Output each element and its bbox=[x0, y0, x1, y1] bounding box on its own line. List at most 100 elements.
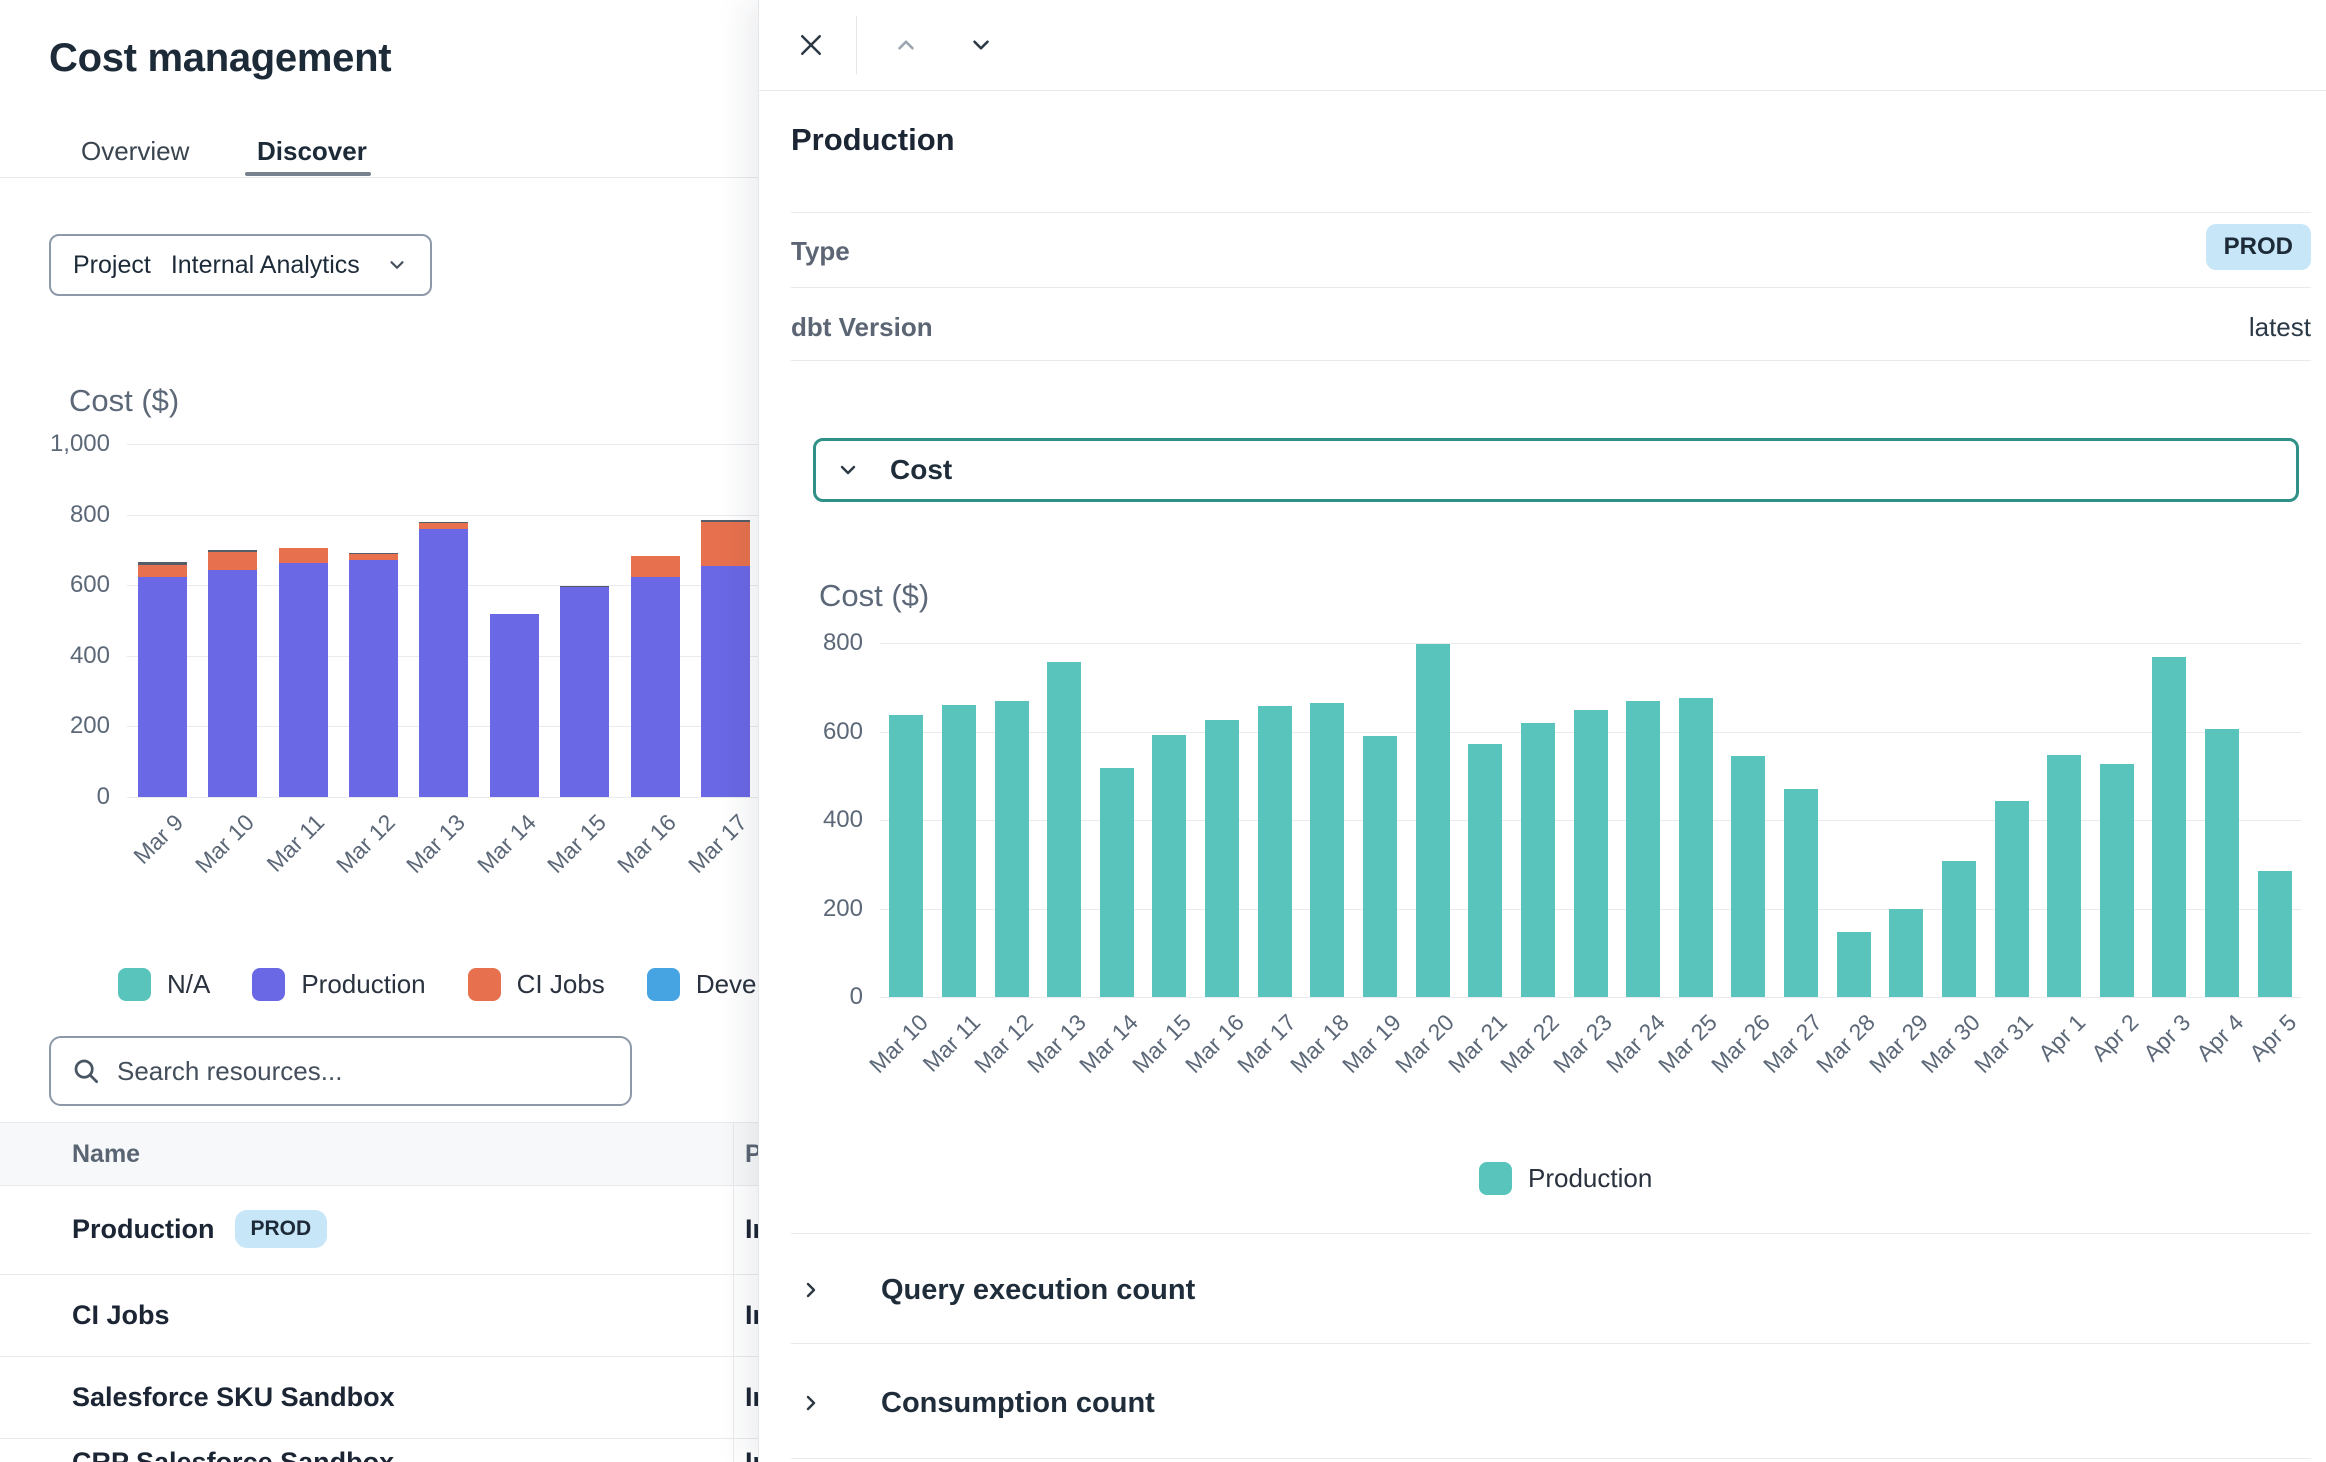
bar-production[interactable] bbox=[1099, 767, 1134, 997]
bar-other[interactable] bbox=[700, 519, 750, 522]
row-name: Production bbox=[72, 1213, 215, 1244]
bar-production[interactable] bbox=[1468, 743, 1503, 997]
bar-production[interactable] bbox=[1047, 661, 1082, 997]
bar-production[interactable] bbox=[1257, 706, 1292, 997]
consumption-count-toggle[interactable]: Consumption count bbox=[799, 1375, 1155, 1431]
bar-production[interactable] bbox=[941, 704, 976, 997]
bar-production[interactable] bbox=[419, 529, 469, 797]
dbt-version-field-label: dbt Version bbox=[791, 312, 933, 342]
bar-production[interactable] bbox=[278, 563, 328, 797]
project-filter-dropdown[interactable]: Project Internal Analytics bbox=[49, 234, 432, 296]
bar-production[interactable] bbox=[1310, 703, 1345, 997]
bar-production[interactable] bbox=[208, 570, 258, 797]
bar-production[interactable] bbox=[1415, 644, 1450, 997]
environment-detail-drawer: Production Type PROD dbt Version latest … bbox=[758, 0, 2326, 1462]
bar-production[interactable] bbox=[1626, 700, 1661, 997]
gridline bbox=[880, 997, 2301, 998]
bar-production[interactable] bbox=[1994, 801, 2029, 997]
bar-production[interactable] bbox=[1889, 909, 1924, 997]
bar-ci-jobs[interactable] bbox=[278, 548, 328, 564]
search-resources-input[interactable]: Search resources... bbox=[49, 1036, 632, 1106]
bar-ci-jobs[interactable] bbox=[700, 521, 750, 566]
chart-title: Cost ($) bbox=[819, 578, 930, 613]
y-axis-tick-label: 0 bbox=[96, 783, 110, 810]
production-chart-legend: Production bbox=[1479, 1162, 1694, 1195]
bar-production[interactable] bbox=[137, 577, 187, 797]
legend-item: CI Jobs bbox=[467, 968, 605, 1001]
close-button[interactable] bbox=[789, 23, 833, 67]
bar-other[interactable] bbox=[560, 585, 610, 588]
y-axis-tick-label: 200 bbox=[822, 894, 863, 922]
x-axis-tick-label: Apr 4 bbox=[2191, 1009, 2249, 1067]
bar-production[interactable] bbox=[1520, 723, 1555, 997]
bar-ci-jobs[interactable] bbox=[419, 523, 469, 530]
x-axis-tick-label: Mar 18 bbox=[1284, 1009, 1354, 1079]
legend-label: Production bbox=[301, 969, 426, 999]
bar-production[interactable] bbox=[1784, 789, 1819, 997]
cost-section-toggle[interactable]: Cost bbox=[813, 438, 2299, 502]
bar-production[interactable] bbox=[2257, 870, 2292, 997]
table-row[interactable]: CI Jobs In bbox=[0, 1275, 769, 1357]
chart-title: Cost ($) bbox=[69, 383, 180, 418]
bar-production[interactable] bbox=[630, 576, 680, 797]
bar-production[interactable] bbox=[1152, 734, 1187, 997]
bar-production[interactable] bbox=[2152, 656, 2187, 997]
bar-ci-jobs[interactable] bbox=[630, 555, 680, 577]
table-row[interactable]: Salesforce SKU Sandbox In bbox=[0, 1357, 769, 1439]
x-axis-tick-label: Mar 15 bbox=[1126, 1009, 1196, 1079]
bar-production[interactable] bbox=[348, 560, 398, 797]
x-axis-tick-label: Mar 27 bbox=[1758, 1009, 1828, 1079]
chevron-down-icon bbox=[836, 458, 860, 482]
bar-production[interactable] bbox=[489, 614, 539, 797]
table-header-row: Name P bbox=[0, 1122, 762, 1186]
y-axis-tick-label: 400 bbox=[69, 641, 110, 669]
query-execution-count-toggle[interactable]: Query execution count bbox=[799, 1262, 1195, 1318]
bar-other[interactable] bbox=[208, 549, 258, 552]
bar-production[interactable] bbox=[1941, 861, 1976, 997]
bar-production[interactable] bbox=[2205, 728, 2240, 997]
divider bbox=[791, 360, 2311, 361]
divider bbox=[791, 1233, 2311, 1234]
bar-other[interactable] bbox=[137, 562, 187, 566]
x-axis-tick-label: Mar 26 bbox=[1705, 1009, 1775, 1079]
bar-production[interactable] bbox=[994, 701, 1029, 997]
bar-production[interactable] bbox=[889, 714, 924, 997]
bar-production[interactable] bbox=[1573, 710, 1608, 997]
bar-production[interactable] bbox=[1205, 719, 1240, 997]
x-axis-tick-label: Mar 17 bbox=[682, 809, 752, 879]
bar-other[interactable] bbox=[419, 522, 469, 524]
bar-production[interactable] bbox=[2099, 763, 2134, 997]
tab-discover[interactable]: Discover bbox=[257, 136, 367, 166]
bar-production[interactable] bbox=[560, 587, 610, 797]
table-row[interactable]: CRP Salesforce Sandbox In bbox=[0, 1439, 769, 1462]
bar-ci-jobs[interactable] bbox=[137, 565, 187, 578]
table-row[interactable]: Production PROD In bbox=[0, 1184, 769, 1275]
bar-ci-jobs[interactable] bbox=[208, 551, 258, 570]
x-axis-tick-label: Mar 9 bbox=[128, 809, 189, 869]
legend-item: Production bbox=[1479, 1162, 1652, 1195]
x-axis-tick-label: Mar 16 bbox=[1179, 1009, 1249, 1079]
bar-production[interactable] bbox=[1731, 756, 1766, 997]
bar-production[interactable] bbox=[1678, 697, 1713, 997]
x-axis-tick-label: Mar 24 bbox=[1600, 1009, 1670, 1079]
x-axis-tick-label: Mar 11 bbox=[261, 809, 330, 877]
y-axis-tick-label: 200 bbox=[69, 712, 110, 740]
bar-production[interactable] bbox=[1362, 736, 1397, 997]
tab-overview[interactable]: Overview bbox=[81, 136, 190, 166]
bar-production[interactable] bbox=[700, 565, 750, 797]
bar-production[interactable] bbox=[1836, 932, 1871, 997]
y-axis-tick-label: 600 bbox=[822, 717, 863, 745]
bar-other[interactable] bbox=[348, 552, 398, 555]
gridline bbox=[127, 797, 758, 798]
cost-section-label: Cost bbox=[890, 454, 953, 485]
previous-item-button[interactable] bbox=[884, 23, 928, 67]
project-filter-label: Project bbox=[73, 250, 151, 279]
row-name: CRP Salesforce Sandbox bbox=[72, 1447, 395, 1462]
x-axis-tick-label: Mar 17 bbox=[1232, 1009, 1302, 1079]
bar-ci-jobs[interactable] bbox=[348, 554, 398, 561]
y-axis-tick-label: 600 bbox=[69, 571, 110, 599]
next-item-button[interactable] bbox=[959, 23, 1003, 67]
divider bbox=[791, 212, 2311, 213]
bar-production[interactable] bbox=[2047, 755, 2082, 997]
